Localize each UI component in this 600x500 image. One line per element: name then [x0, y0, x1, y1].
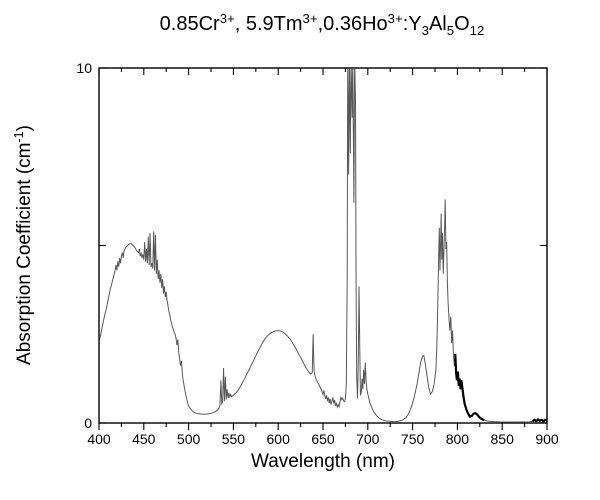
- x-tick-label: 600: [267, 431, 291, 447]
- tick-marks: [98, 67, 548, 430]
- x-tick-label: 700: [356, 431, 380, 447]
- chart-title: 0.85Cr3+, 5.9Tm3+,0.36Ho3+:Y3Al5O12: [60, 10, 584, 38]
- text-run: Absorption Coefficient (cm: [14, 142, 35, 365]
- text-run: ,0.36Ho: [317, 13, 388, 35]
- plot-frame: [98, 67, 548, 424]
- sup-script: 3+: [387, 10, 403, 26]
- text-run: O: [454, 13, 470, 35]
- y-tick-label: 10: [76, 60, 92, 76]
- sub-script: 3: [421, 22, 429, 38]
- sub-script: 5: [446, 22, 455, 38]
- spectrum-curve: [99, 68, 547, 423]
- sub-script: 12: [469, 22, 485, 38]
- y-tick-labels: 0 10: [76, 60, 92, 431]
- x-axis-label: Wavelength (nm): [251, 451, 395, 472]
- x-tick-label: 900: [535, 431, 559, 447]
- x-tick-label: 650: [311, 431, 335, 447]
- text-run: , 5.9Tm: [234, 13, 303, 35]
- text-run: 0.85Cr: [159, 13, 220, 35]
- y-axis-label: Absorption Coefficient (cm-1): [12, 125, 36, 365]
- text-run: :Y: [402, 13, 422, 35]
- sup-script: 3+: [219, 10, 235, 26]
- spectrum-curve-bold-segment: [454, 353, 485, 422]
- x-tick-label: 500: [177, 431, 201, 447]
- x-tick-label: 550: [222, 431, 246, 447]
- x-tick-label: 800: [446, 431, 470, 447]
- text-run: Al: [428, 13, 447, 35]
- x-tick-label: 850: [491, 431, 515, 447]
- x-tick-label: 750: [401, 431, 425, 447]
- sup-script: -1: [12, 131, 27, 143]
- spectrum-curve-bold-segment: [531, 417, 547, 423]
- x-tick-labels: 400 450 500 550 600 650 700 750 800 850 900: [87, 431, 559, 447]
- x-tick-label: 450: [132, 431, 156, 447]
- x-tick-label: 400: [87, 431, 111, 447]
- sup-script: 3+: [302, 10, 318, 26]
- y-tick-label: 0: [84, 415, 92, 431]
